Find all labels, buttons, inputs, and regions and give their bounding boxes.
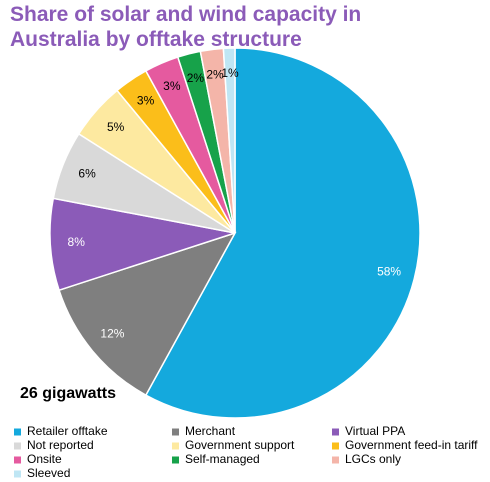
legend-swatch [332,428,339,436]
data-label: 58% [377,265,401,279]
legend-swatch [332,442,339,450]
data-label: 6% [78,167,96,181]
legend-swatch [14,456,21,464]
chart-title: Share of solar and wind capacity in Aust… [10,3,362,51]
legend-label: Government feed-in tariff [345,438,478,452]
data-label: 2% [206,67,224,81]
data-label: 5% [107,120,125,134]
data-label: 12% [100,327,124,341]
legend-label: Government support [185,438,295,452]
legend-label: Virtual PPA [345,424,405,438]
legend-label: Onsite [27,452,62,466]
legend-label: LGCs only [345,452,401,466]
legend-swatch [172,442,179,450]
legend-label: Not reported [27,438,94,452]
legend-swatch [14,442,21,450]
annotation: 26 gigawatts [20,385,116,402]
legend-swatch [332,456,339,464]
data-label: 8% [68,235,86,249]
legend-label: Sleeved [27,466,70,480]
pie-slice [58,231,237,397]
legend-swatch [172,428,179,436]
data-label: 3% [137,94,155,108]
data-label: 1% [221,66,239,80]
data-label: 2% [187,71,205,85]
legend-swatch [14,470,21,478]
pie-slice [222,47,236,234]
legend-label: Self-managed [185,452,260,466]
pie-slice [144,47,421,419]
legend-label: Retailer offtake [27,424,108,438]
legend-swatch [172,456,179,464]
pie-slice [49,197,236,292]
legend-label: Merchant [185,424,236,438]
data-label: 3% [163,79,181,93]
legend-swatch [14,428,21,436]
